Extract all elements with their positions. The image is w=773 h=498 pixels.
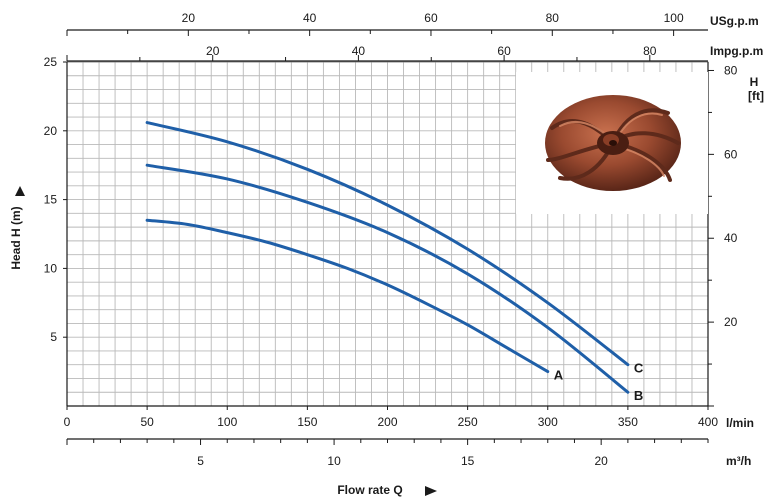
chart-grid bbox=[66, 61, 709, 407]
curve-label-a: A bbox=[554, 368, 564, 383]
y-left-tick-label: 10 bbox=[44, 261, 58, 275]
x-usgpm-tick-label: 80 bbox=[546, 11, 560, 25]
x-bottom-tick-label: 250 bbox=[458, 415, 478, 429]
x-bottom-tick-label: 0 bbox=[64, 415, 71, 429]
x-axis-bottom-unit: l/min bbox=[726, 416, 754, 430]
x-impgpm-tick-label: 60 bbox=[497, 44, 511, 58]
y-right-tick-label: 80 bbox=[724, 63, 738, 77]
x-impgpm-tick-label: 80 bbox=[643, 44, 657, 58]
x-bottom-tick-label: 300 bbox=[538, 415, 558, 429]
x-axis-impgpm-unit: Impg.p.m bbox=[710, 44, 763, 58]
chart-axes: 5 10 15 20 25 Head H (m) 0 50 100 150 200 250 300 350… bbox=[9, 11, 764, 497]
x-m3h-tick-label: 5 bbox=[197, 454, 204, 468]
x-m3h-tick-label: 15 bbox=[461, 454, 475, 468]
x-axis-m3h-unit: m³/h bbox=[726, 454, 751, 468]
x-m3h-tick-label: 20 bbox=[594, 454, 608, 468]
curve-label-c: C bbox=[634, 361, 644, 376]
x-m3h-tick-label: 10 bbox=[327, 454, 341, 468]
curve-a bbox=[145, 218, 550, 374]
x-axis-caption: Flow rate Q bbox=[337, 483, 402, 497]
y-left-tick-label: 25 bbox=[44, 55, 58, 69]
y-left-tick-label: 5 bbox=[50, 330, 57, 344]
x-usgpm-tick-label: 20 bbox=[182, 11, 196, 25]
impeller-image bbox=[516, 72, 708, 214]
x-axis-arrow-icon bbox=[425, 486, 437, 496]
x-bottom-tick-label: 400 bbox=[698, 415, 718, 429]
x-usgpm-tick-label: 100 bbox=[664, 11, 684, 25]
curve-label-b: B bbox=[634, 388, 643, 403]
x-bottom-tick-label: 150 bbox=[297, 415, 317, 429]
x-bottom-tick-label: 350 bbox=[618, 415, 638, 429]
y-right-tick-label: 20 bbox=[724, 315, 738, 329]
curve-b bbox=[145, 163, 630, 394]
y-axis-left-label: Head H (m) bbox=[9, 206, 23, 269]
y-left-tick-label: 20 bbox=[44, 124, 58, 138]
x-impgpm-tick-label: 40 bbox=[352, 44, 366, 58]
y-right-tick-label: 40 bbox=[724, 231, 738, 245]
x-bottom-tick-label: 100 bbox=[217, 415, 237, 429]
y-right-tick-label: 60 bbox=[724, 147, 738, 161]
x-impgpm-tick-label: 20 bbox=[206, 44, 220, 58]
x-bottom-tick-label: 50 bbox=[140, 415, 154, 429]
x-bottom-tick-label: 200 bbox=[377, 415, 397, 429]
y-axis-right-label: H bbox=[750, 75, 759, 89]
x-usgpm-tick-label: 40 bbox=[303, 11, 317, 25]
y-axis-right-unit: [ft] bbox=[748, 89, 764, 103]
y-axis-arrow-icon bbox=[15, 186, 25, 196]
x-usgpm-tick-label: 60 bbox=[424, 11, 438, 25]
curve-c bbox=[145, 121, 630, 367]
y-left-tick-label: 15 bbox=[44, 193, 58, 207]
pump-curves: A BC bbox=[145, 121, 644, 403]
x-axis-usgpm-unit: USg.p.m bbox=[710, 14, 759, 28]
